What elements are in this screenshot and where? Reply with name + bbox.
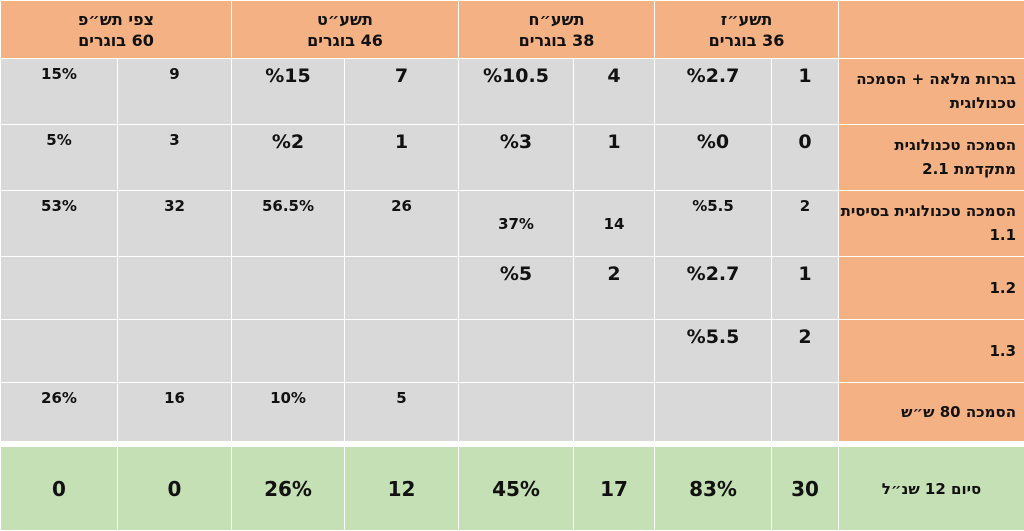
table-cell: %5.5 [655, 191, 772, 257]
table-cell [459, 383, 574, 442]
table-row: בגרות מלאה + הסמכה טכנולוגית 1 %2.7 4 %1… [1, 59, 1024, 125]
row-label: הסמכה 80 ש״ש [839, 383, 1024, 442]
table-cell: 0 [118, 447, 232, 531]
row-label: 1.3 [839, 320, 1024, 383]
row-label: הסמכה טכנולוגית בסיסית 1.1 [839, 191, 1024, 257]
table-cell: 1 [345, 125, 459, 191]
table-cell: 2 [574, 257, 655, 320]
table-cell: 2 [772, 191, 839, 257]
table-cell [772, 383, 839, 442]
table-cell [1, 257, 118, 320]
table-cell: 7 [345, 59, 459, 125]
table-cell: 10% [232, 383, 345, 442]
table-cell [118, 257, 232, 320]
table-cell: 15% [1, 59, 118, 125]
table-row: 1.2 1 %2.7 2 %5 [1, 257, 1024, 320]
table-cell [1, 320, 118, 383]
table-cell: 83% [655, 447, 772, 531]
table-cell: %2 [232, 125, 345, 191]
table-cell: 1 [574, 125, 655, 191]
table-cell: 26% [232, 447, 345, 531]
table-cell: 14 [574, 191, 655, 257]
table-cell: %2.7 [655, 257, 772, 320]
table-cell [118, 320, 232, 383]
table-cell: 0 [1, 447, 118, 531]
header-corner-cell [839, 1, 1024, 59]
table-cell [655, 383, 772, 442]
table-cell: 53% [1, 191, 118, 257]
table-cell: 5% [1, 125, 118, 191]
table-cell: %2.7 [655, 59, 772, 125]
table-cell: 17 [574, 447, 655, 531]
table-cell: 9 [118, 59, 232, 125]
table-row: הסמכה טכנולוגית בסיסית 1.1 2 %5.5 14 37%… [1, 191, 1024, 257]
table-cell [459, 320, 574, 383]
table-row: 1.3 2 %5.5 [1, 320, 1024, 383]
table-cell: %5 [459, 257, 574, 320]
table-cell: %10.5 [459, 59, 574, 125]
table-cell: 3 [118, 125, 232, 191]
footer-label: סיום 12 שנ״ל [839, 447, 1024, 531]
table-cell [574, 383, 655, 442]
table-cell: 4 [574, 59, 655, 125]
table-cell: 32 [118, 191, 232, 257]
table-cell: 2 [772, 320, 839, 383]
table-cell [232, 320, 345, 383]
table-cell: %0 [655, 125, 772, 191]
table-cell [345, 320, 459, 383]
table-cell: 30 [772, 447, 839, 531]
table-cell: 5 [345, 383, 459, 442]
table-cell: 1 [772, 257, 839, 320]
table-cell: 0 [772, 125, 839, 191]
table-cell: %15 [232, 59, 345, 125]
row-label: בגרות מלאה + הסמכה טכנולוגית [839, 59, 1024, 125]
table-cell: 45% [459, 447, 574, 531]
row-label: 1.2 [839, 257, 1024, 320]
table-cell: 26 [345, 191, 459, 257]
table-cell: %5.5 [655, 320, 772, 383]
table-cell [345, 257, 459, 320]
footer-row: סיום 12 שנ״ל 30 83% 17 45% 12 26% 0 0 [1, 447, 1024, 531]
table-cell: 16 [118, 383, 232, 442]
table-cell [574, 320, 655, 383]
table-cell: 26% [1, 383, 118, 442]
table-cell: 1 [772, 59, 839, 125]
table-row: הסמכה 80 ש״ש 5 10% 16 26% [1, 383, 1024, 442]
row-label: הסמכה טכנולוגית מתקדמת 2.1 [839, 125, 1024, 191]
table-row: הסמכה טכנולוגית מתקדמת 2.1 0 %0 1 %3 1 %… [1, 125, 1024, 191]
table-cell: 37% [459, 191, 574, 257]
table-cell [232, 257, 345, 320]
table-cell: %3 [459, 125, 574, 191]
table-cell: 56.5% [232, 191, 345, 257]
table-cell: 12 [345, 447, 459, 531]
